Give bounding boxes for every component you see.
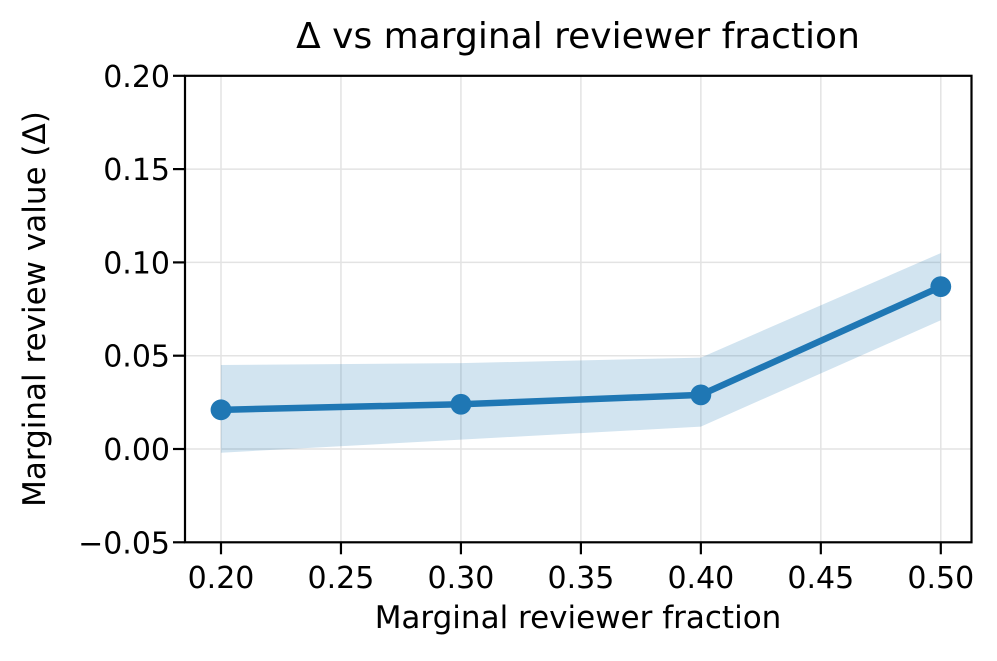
x-axis-tick-label: 0.50 [907,561,974,596]
chart-title: Δ vs marginal reviewer fraction [296,16,860,57]
x-axis-tick-label: 0.20 [188,561,255,596]
x-axis-tick-label: 0.25 [308,561,375,596]
data-point [450,393,472,415]
data-point [930,276,952,298]
data-line [217,283,945,414]
data-point [210,399,232,421]
y-axis-label: Marginal review value (Δ) [17,111,54,507]
data-point [690,384,712,406]
x-axis-tick-label: 0.35 [547,561,614,596]
x-axis-tick-label: 0.45 [787,561,854,596]
x-axis-tick-label: 0.40 [667,561,734,596]
y-axis-tick-label: 0.05 [103,340,170,375]
x-axis-tick-label: 0.30 [428,561,495,596]
y-axis-tick-label: 0.00 [103,433,170,468]
x-axis-label: Marginal reviewer fraction [374,600,782,636]
plot-border [183,74,973,544]
y-axis-tick-label: 0.10 [103,246,170,281]
y-axis-tick-label: 0.20 [103,60,170,95]
y-axis-tick-label: 0.15 [103,153,170,188]
y-axis-tick-label: −0.05 [78,526,170,561]
